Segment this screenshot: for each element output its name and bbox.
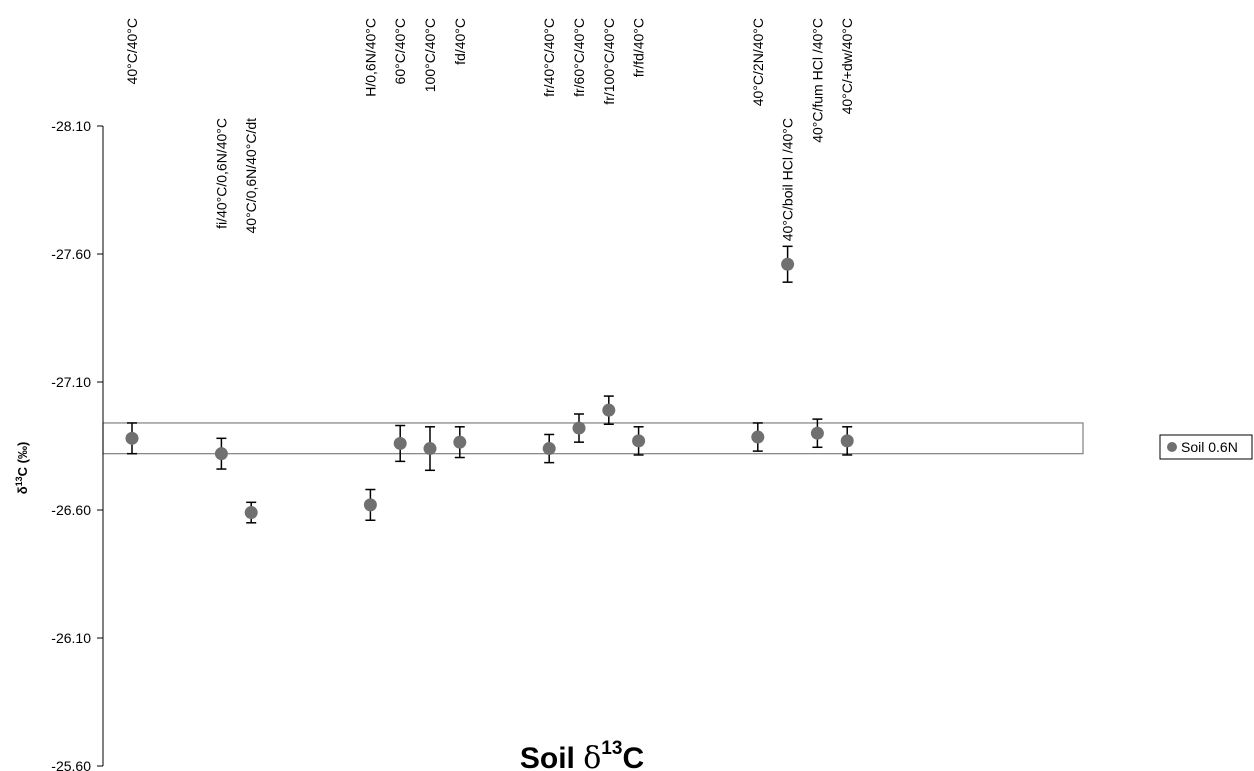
category-label: fr/60°C/40°C xyxy=(571,18,587,97)
data-point xyxy=(125,431,139,445)
chart-title-main: Soil xyxy=(520,742,583,771)
data-point xyxy=(542,442,556,456)
data-point-group xyxy=(632,426,646,456)
category-label: 40°C/fum HCl /40°C xyxy=(809,18,825,143)
y-tick-label: -27.60 xyxy=(51,246,91,262)
data-point-group xyxy=(572,413,586,443)
y-tick-label: -28.10 xyxy=(51,118,91,134)
data-point xyxy=(423,442,437,456)
data-point xyxy=(393,436,407,450)
chart-title-end: C xyxy=(622,742,644,771)
category-label: fr/40°C/40°C xyxy=(541,18,557,97)
data-point-group xyxy=(423,426,437,472)
reference-band-layer xyxy=(102,422,1084,455)
y-axis-label-delta: δ xyxy=(15,486,30,494)
data-point-group xyxy=(244,501,258,524)
y-tick-label: -26.60 xyxy=(51,502,91,518)
data-point xyxy=(453,435,467,449)
y-tick-label: -25.60 xyxy=(51,758,91,771)
y-axis-label: δ13C (‰) xyxy=(14,442,30,495)
category-label: H/0,6N/40°C xyxy=(362,18,378,97)
data-point-group xyxy=(453,426,467,459)
data-point-group xyxy=(393,424,407,463)
legend-marker xyxy=(1167,442,1177,452)
data-point-group xyxy=(542,433,556,464)
y-axis: -28.10 -27.60 -27.10 -26.60 -26.10 -25.60 xyxy=(51,118,104,771)
category-label: fr/fd/40°C xyxy=(631,18,647,77)
y-tick-label: -27.10 xyxy=(51,374,91,390)
category-label: fr/100°C/40°C xyxy=(601,18,617,105)
category-label: fd/40°C xyxy=(452,18,468,65)
data-point-group xyxy=(781,245,795,283)
y-axis-label-sup: 13 xyxy=(14,476,24,486)
category-label: 40°C/2N/40°C xyxy=(750,18,766,106)
data-point xyxy=(214,447,228,461)
legend-label: Soil 0.6N xyxy=(1181,439,1238,455)
chart-title-sup: 13 xyxy=(601,738,622,759)
category-label: 60°C/40°C xyxy=(392,18,408,84)
category-label: 40°C/+dw/40°C xyxy=(839,18,855,114)
category-labels: 40°C/40°C fi/40°C/0,6N/40°C 40°C/0,6N/40°C… xyxy=(124,18,855,241)
data-point-group xyxy=(602,395,616,425)
data-point-group xyxy=(810,418,824,449)
data-point xyxy=(572,421,586,435)
data-point-group xyxy=(363,488,377,521)
data-point xyxy=(363,498,377,512)
y-axis-label-rest: C (‰) xyxy=(15,442,30,477)
data-point xyxy=(840,434,854,448)
data-point-group xyxy=(751,422,765,452)
legend: Soil 0.6N xyxy=(1159,434,1253,460)
data-point xyxy=(810,426,824,440)
category-label: fi/40°C/0,6N/40°C xyxy=(213,118,229,229)
data-point xyxy=(244,506,258,520)
category-label: 40°C/boil HCl /40°C xyxy=(780,118,796,241)
chart-title-delta: δ xyxy=(583,741,601,771)
category-label: 100°C/40°C xyxy=(422,18,438,92)
category-label: 40°C/40°C xyxy=(124,18,140,84)
y-tick-label: -26.10 xyxy=(51,630,91,646)
data-point-group xyxy=(125,422,139,455)
data-point xyxy=(751,430,765,444)
reference-band xyxy=(102,422,1084,455)
data-point-group xyxy=(840,426,854,456)
chart-title: Soil δ13C xyxy=(520,738,644,771)
data-point xyxy=(632,434,646,448)
data-point xyxy=(602,403,616,417)
data-point-group xyxy=(214,437,228,470)
category-label: 40°C/0,6N/40°C/dt xyxy=(243,118,259,234)
data-points xyxy=(125,245,854,524)
data-point xyxy=(781,257,795,271)
